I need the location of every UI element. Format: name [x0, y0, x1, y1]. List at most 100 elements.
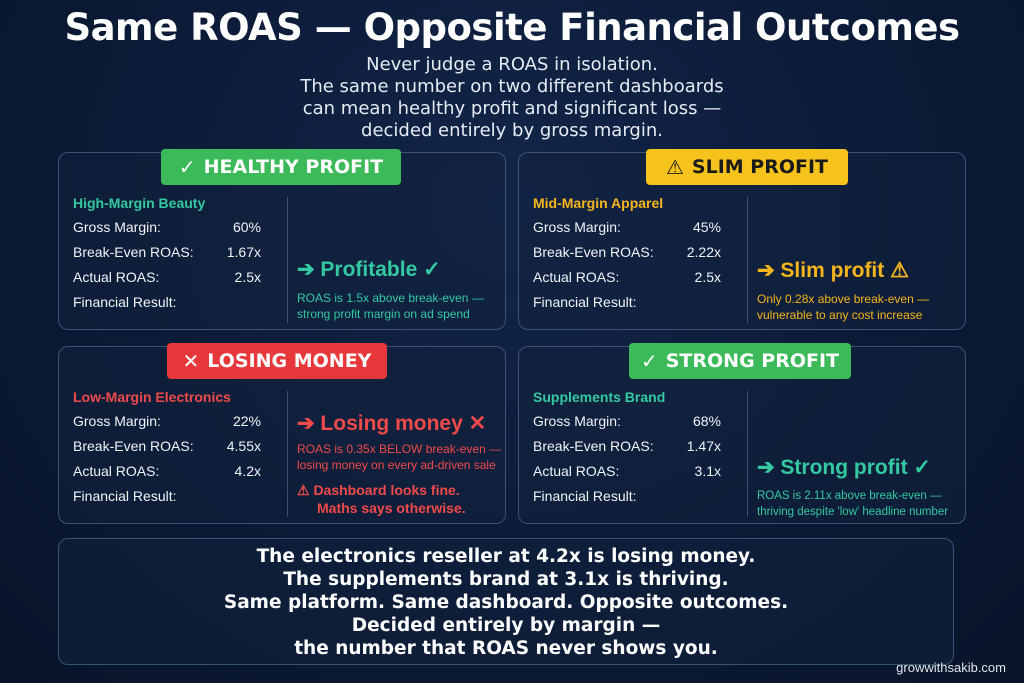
break-even-value: 1.47x: [686, 438, 721, 454]
site-credit: growwithsakib.com: [896, 660, 1006, 675]
gross-margin-row: Gross Margin: 68%: [533, 413, 721, 431]
break-even-label: Break-Even ROAS:: [73, 244, 194, 260]
summary-line: The supplements brand at 3.1x is thrivin…: [283, 569, 729, 590]
check-icon: ✓: [178, 155, 196, 179]
financial-result-row: Financial Result:: [73, 488, 261, 506]
warning-icon: ⚠: [665, 155, 684, 179]
card-slim-profit: ⚠ SLIM PROFIT Mid-Margin Apparel Gross M…: [518, 149, 966, 330]
result-note: ROAS is 0.35x BELOW break-even — losing …: [297, 441, 501, 473]
actual-roas-value: 3.1x: [694, 463, 721, 479]
warning-line: Maths says otherwise.: [317, 500, 466, 516]
company-name: Low-Margin Electronics: [73, 389, 231, 405]
summary-box: The electronics reseller at 4.2x is losi…: [58, 538, 954, 665]
break-even-row: Break-Even ROAS: 1.47x: [533, 438, 721, 456]
note-line: thriving despite 'low' headline number: [757, 506, 949, 518]
break-even-row: Break-Even ROAS: 2.22x: [533, 244, 721, 262]
actual-roas-value: 2.5x: [234, 269, 261, 285]
subtitle-line: Never judge a ROAS in isolation.: [366, 54, 658, 75]
gross-margin-label: Gross Margin:: [73, 219, 161, 235]
company-name: Mid-Margin Apparel: [533, 195, 664, 211]
company-name: Supplements Brand: [533, 389, 666, 405]
gross-margin-value: 60%: [232, 219, 261, 235]
break-even-value: 1.67x: [226, 244, 261, 260]
break-even-row: Break-Even ROAS: 1.67x: [73, 244, 261, 262]
actual-roas-row: Actual ROAS: 2.5x: [533, 269, 721, 287]
break-even-value: 4.55x: [226, 438, 261, 454]
note-line: vulnerable to any cost increase: [757, 308, 923, 322]
note-line: losing money on every ad-driven sale: [297, 458, 496, 472]
divider: [747, 197, 748, 323]
result-note: ROAS is 2.11x above break-even — thrivin…: [757, 488, 948, 520]
badge-label: STRONG PROFIT: [665, 350, 840, 372]
summary-line: Same platform. Same dashboard. Opposite …: [223, 592, 789, 613]
summary-line: The electronics reseller at 4.2x is losi…: [256, 546, 756, 567]
note-line: ROAS is 0.35x BELOW break-even —: [297, 442, 502, 456]
financial-result-label: Financial Result:: [533, 294, 637, 310]
gross-margin-value: 45%: [692, 219, 721, 235]
note-line: Only 0.28x above break-even —: [757, 292, 930, 306]
divider: [287, 197, 288, 323]
financial-result-label: Financial Result:: [73, 294, 177, 310]
break-even-value: 2.22x: [686, 244, 721, 260]
healthy-profit-badge: ✓ HEALTHY PROFIT: [161, 149, 401, 185]
summary-line: the number that ROAS never shows you.: [294, 638, 718, 659]
actual-roas-label: Actual ROAS:: [73, 463, 160, 479]
gross-margin-row: Gross Margin: 60%: [73, 219, 261, 237]
card-losing-money: ✕ LOSING MONEY Low-Margin Electronics Gr…: [58, 343, 506, 524]
actual-roas-label: Actual ROAS:: [73, 269, 160, 285]
actual-roas-value: 2.5x: [694, 269, 721, 285]
financial-result-label: Financial Result:: [73, 488, 177, 504]
slim-profit-badge: ⚠ SLIM PROFIT: [646, 149, 848, 185]
subtitle: Never judge a ROAS in isolation. The sam…: [262, 54, 762, 142]
result-text: ➔ Profitable ✓: [297, 258, 441, 281]
result-text: ➔ Losing money ✕: [297, 412, 487, 435]
gross-margin-label: Gross Margin:: [533, 219, 621, 235]
badge-label: LOSING MONEY: [207, 350, 372, 372]
summary-line: Decided entirely by margin —: [351, 615, 661, 636]
financial-result-label: Financial Result:: [533, 488, 637, 504]
gross-margin-label: Gross Margin:: [73, 413, 161, 429]
card-healthy-profit: ✓ HEALTHY PROFIT High-Margin Beauty Gros…: [58, 149, 506, 330]
actual-roas-row: Actual ROAS: 4.2x: [73, 463, 261, 481]
losing-money-badge: ✕ LOSING MONEY: [167, 343, 387, 379]
subtitle-line: decided entirely by gross margin.: [361, 120, 663, 141]
actual-roas-value: 4.2x: [234, 463, 261, 479]
result-note: ROAS is 1.5x above break-even — strong p…: [297, 290, 484, 322]
subtitle-line: The same number on two different dashboa…: [300, 76, 724, 97]
actual-roas-row: Actual ROAS: 3.1x: [533, 463, 721, 481]
check-icon: ✓: [640, 349, 658, 373]
badge-label: HEALTHY PROFIT: [203, 156, 384, 178]
note-line: ROAS is 1.5x above break-even —: [297, 291, 484, 305]
break-even-label: Break-Even ROAS:: [73, 438, 194, 454]
gross-margin-row: Gross Margin: 45%: [533, 219, 721, 237]
strong-profit-badge: ✓ STRONG PROFIT: [629, 343, 851, 379]
financial-result-row: Financial Result:: [533, 294, 721, 312]
actual-roas-row: Actual ROAS: 2.5x: [73, 269, 261, 287]
note-line: ROAS is 2.11x above break-even —: [757, 490, 942, 502]
gross-margin-row: Gross Margin: 22%: [73, 413, 261, 431]
card-strong-profit: ✓ STRONG PROFIT Supplements Brand Gross …: [518, 343, 966, 524]
result-note: Only 0.28x above break-even — vulnerable…: [757, 291, 929, 323]
gross-margin-value: 68%: [692, 413, 721, 429]
company-name: High-Margin Beauty: [73, 195, 206, 211]
divider: [287, 391, 288, 517]
financial-result-row: Financial Result:: [533, 488, 721, 506]
gross-margin-value: 22%: [232, 413, 261, 429]
actual-roas-label: Actual ROAS:: [533, 463, 620, 479]
result-text: ➔ Slim profit ⚠: [757, 259, 909, 282]
subtitle-line: can mean healthy profit and significant …: [302, 98, 722, 119]
note-line: strong profit margin on ad spend: [297, 307, 470, 321]
dashboard-warning: ⚠ Dashboard looks fine. Maths says other…: [297, 481, 466, 517]
break-even-label: Break-Even ROAS:: [533, 438, 654, 454]
break-even-label: Break-Even ROAS:: [533, 244, 654, 260]
gross-margin-label: Gross Margin:: [533, 413, 621, 429]
badge-label: SLIM PROFIT: [691, 156, 829, 178]
cross-icon: ✕: [182, 349, 200, 373]
financial-result-row: Financial Result:: [73, 294, 261, 312]
warning-line: ⚠ Dashboard looks fine.: [297, 482, 460, 498]
break-even-row: Break-Even ROAS: 4.55x: [73, 438, 261, 456]
page-title: Same ROAS — Opposite Financial Outcomes: [64, 6, 960, 49]
divider: [747, 391, 748, 517]
result-text: ➔ Strong profit ✓: [757, 456, 931, 479]
actual-roas-label: Actual ROAS:: [533, 269, 620, 285]
